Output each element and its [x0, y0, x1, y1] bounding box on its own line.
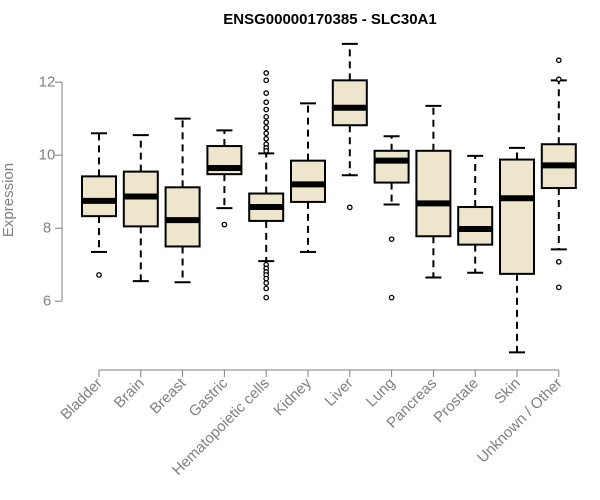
- box-skin: [499, 146, 535, 354]
- outlier-point: [263, 90, 270, 96]
- box-bladder: [81, 132, 117, 278]
- category-label-lung: Lung: [363, 375, 399, 411]
- box-kidney: [290, 102, 326, 253]
- y-tick-label-12: 12: [39, 74, 56, 91]
- outlier-point: [263, 280, 270, 286]
- outlier-point: [263, 130, 270, 137]
- box-iqr: [415, 149, 452, 238]
- box-iqr: [164, 186, 201, 248]
- box-iqr: [457, 206, 494, 246]
- outlier-point: [346, 204, 353, 211]
- outlier-point: [388, 294, 395, 301]
- box-iqr: [331, 79, 368, 127]
- box-liver: [331, 42, 368, 211]
- outlier-point: [263, 99, 270, 106]
- box-brain: [122, 134, 159, 283]
- box-iqr: [499, 158, 535, 275]
- outlier-point: [555, 57, 562, 64]
- outlier-point: [96, 272, 102, 278]
- outlier-point: [555, 76, 562, 83]
- y-axis: 6 8 10 12: [39, 74, 63, 310]
- outlier-point: [555, 284, 562, 291]
- outlier-point: [263, 124, 270, 131]
- category-label-kidney: Kidney: [270, 374, 315, 419]
- outlier-point: [221, 221, 228, 228]
- category-label-liver: Liver: [322, 375, 357, 410]
- y-tick-label-6: 6: [43, 293, 51, 310]
- box-breast: [164, 117, 201, 284]
- box-iqr: [373, 149, 410, 184]
- outlier-point: [555, 258, 562, 265]
- outlier-point: [263, 294, 270, 301]
- box-iqr: [290, 159, 326, 203]
- box-hematopoietic-cells: [248, 70, 285, 301]
- outlier-point: [263, 77, 270, 84]
- box-iqr: [81, 175, 117, 218]
- category-label-prostate: Prostate: [430, 375, 482, 427]
- box-lung: [373, 135, 410, 301]
- box-prostate: [457, 154, 494, 274]
- y-tick-label-10: 10: [39, 147, 56, 164]
- outlier-point: [388, 236, 395, 243]
- category-label-brain: Brain: [111, 375, 148, 412]
- outlier-point: [263, 106, 270, 113]
- box-gastric: [206, 129, 243, 228]
- x-axis: [98, 369, 560, 377]
- y-axis-label: Expression: [0, 163, 17, 237]
- category-label-skin: Skin: [491, 375, 524, 408]
- outlier-point: [263, 147, 270, 154]
- y-tick-label-8: 8: [43, 220, 51, 237]
- box-unknown-other: [540, 57, 577, 291]
- outlier-point: [263, 135, 270, 142]
- category-label-breast: Breast: [147, 374, 190, 417]
- outlier-point: [263, 119, 270, 126]
- box-series: [81, 42, 577, 354]
- outlier-point: [263, 70, 270, 76]
- category-label-bladder: Bladder: [57, 375, 106, 424]
- chart-title: ENSG00000170385 - SLC30A1: [223, 11, 436, 28]
- box-pancreas: [415, 104, 452, 279]
- outlier-point: [263, 285, 270, 292]
- outlier-point: [263, 113, 270, 120]
